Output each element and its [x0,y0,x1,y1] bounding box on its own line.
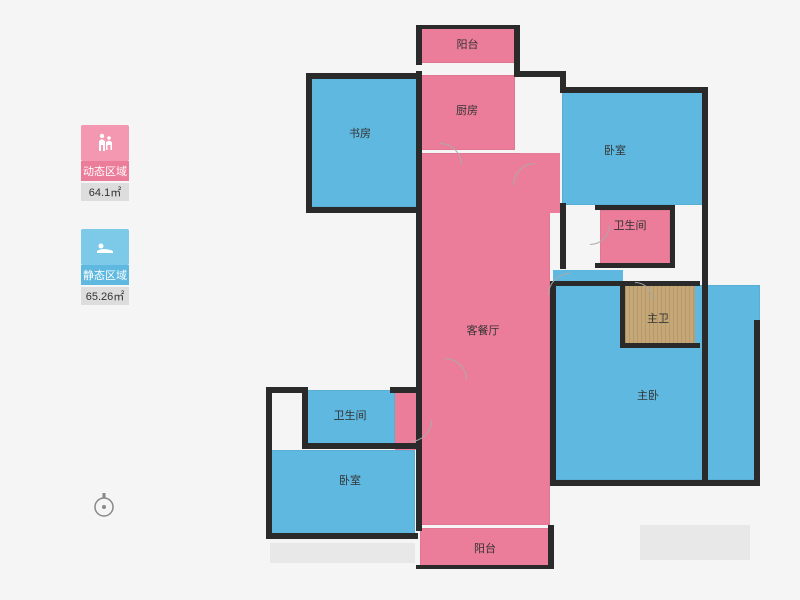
wall [620,281,625,347]
wall [514,25,520,75]
wall [266,387,272,537]
room-卧室1 [562,90,704,205]
wall [266,387,306,393]
wall [550,281,700,286]
wall [306,73,312,211]
room-书房 [310,77,418,207]
people-icon [81,125,129,161]
wall [560,87,708,93]
wall [702,87,708,485]
wall [620,343,700,348]
compass-icon [90,490,118,518]
wall [416,71,422,531]
wall [595,263,675,268]
wall [595,205,675,210]
floorplan: 阳台书房厨房卧室卫生间客餐厅主卫主卧卫生间卧室阳台 [230,25,760,585]
room-阳台 [420,25,515,63]
wall [670,205,675,267]
wall [702,480,760,486]
wall [302,443,418,449]
legend-dynamic-value: 64.1㎡ [81,183,129,201]
wall [548,525,554,569]
legend-dynamic: 动态区域 64.1㎡ [75,125,135,201]
wall [306,207,418,213]
wall [390,387,418,393]
legend: 动态区域 64.1㎡ 静态区域 65.26㎡ [75,125,135,333]
legend-static: 静态区域 65.26㎡ [75,229,135,305]
legend-static-label: 静态区域 [81,265,129,285]
sleep-icon [81,229,129,265]
wall [302,387,308,445]
wall [416,25,422,65]
wall [560,203,566,269]
wall [550,281,556,483]
room-卫生间2 [305,390,395,445]
room-厨房 [420,75,515,150]
room-卫生间1 [600,210,670,265]
wall [416,565,552,569]
wall [550,480,706,486]
exterior-pad [640,525,750,560]
room-阳台2 [420,528,550,568]
wall [514,71,566,77]
wall [754,320,760,485]
legend-static-value: 65.26㎡ [81,287,129,305]
wall [416,25,518,29]
room-卧室2 [270,450,415,535]
wall [306,73,418,79]
legend-dynamic-label: 动态区域 [81,161,129,181]
wall [266,533,418,539]
exterior-pad [270,543,415,563]
